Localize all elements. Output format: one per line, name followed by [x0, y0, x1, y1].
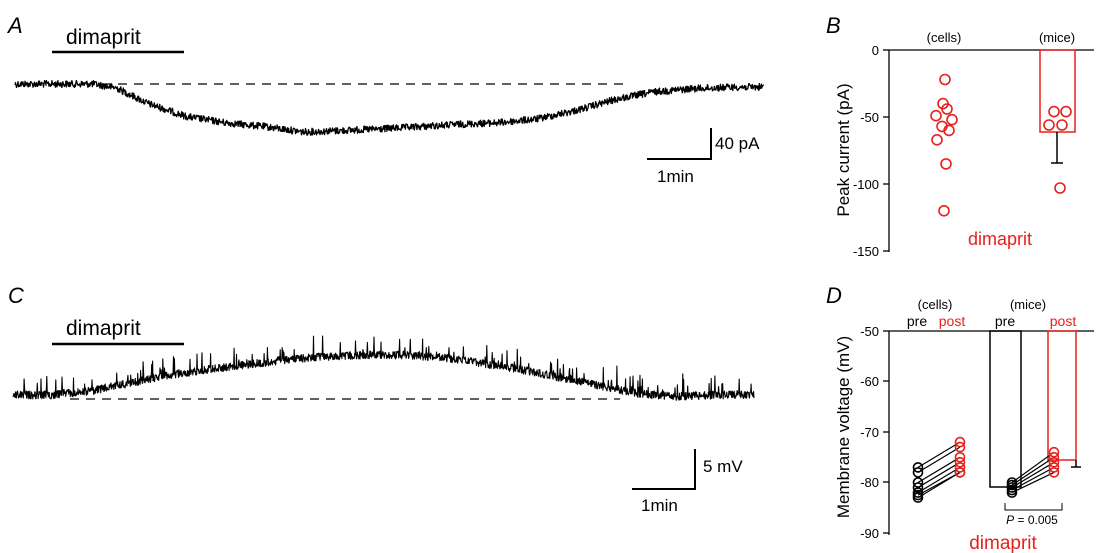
panel-b-cells-point	[939, 73, 951, 86]
panel-d-cells-post-point	[954, 462, 966, 473]
panel-d-mice-label: (mice)	[1010, 297, 1046, 312]
panel-c-scale-bar: 5 mV 1min	[632, 449, 743, 515]
panel-d-cells-pre-point	[912, 482, 924, 493]
panel-d-cells-pair-line	[917, 441, 961, 468]
panel-d-mice-post-point	[1048, 451, 1060, 463]
panel-b-mice-mean-bar	[1039, 49, 1076, 133]
panel-b-group-label-cells: (cells)	[927, 30, 962, 45]
panel-d-ytick-label-minus60: -60	[860, 374, 879, 389]
panel-d-cells-pre-point	[912, 477, 924, 488]
panel-d-mice-pre-label: pre	[995, 313, 1015, 329]
panel-d-cells-pre-point	[912, 467, 924, 478]
panel-a-trace	[14, 79, 765, 136]
panel-b-cells-point	[946, 113, 958, 126]
panel-d-cells-pre-point	[912, 492, 924, 503]
panel-a-scale-x-label: 1min	[657, 167, 694, 186]
panel-a: A dimaprit 40 pA 1min	[6, 13, 765, 186]
panel-b-mice-point	[1048, 105, 1060, 118]
panel-d-cells-post-point	[954, 456, 966, 468]
panel-c-scale-x-label: 1min	[641, 496, 678, 515]
panel-b-ytick-label-minus150: -150	[853, 244, 879, 259]
panel-d-cells-pre-label: pre	[907, 313, 927, 329]
panel-b-mice-point	[1054, 182, 1066, 194]
panel-b-ylabel: Peak current (pA)	[834, 83, 853, 216]
panel-b-label: B	[826, 13, 841, 38]
panel-d-cells-pair-line	[917, 456, 961, 484]
panel-d-mice-post-point	[1048, 456, 1060, 468]
panel-d-significance-bracket	[1004, 503, 1063, 511]
panel-d-mice-pre-bar	[989, 330, 1022, 488]
panel-b-cells-point	[940, 158, 952, 170]
panel-b-ytick-label-minus100: -100	[853, 177, 879, 192]
panel-b-cells-point	[941, 103, 953, 115]
panel-d-mice-pair-line	[1011, 451, 1055, 483]
panel-d-mice-pair-line	[1011, 466, 1055, 491]
panel-b-points	[930, 73, 1072, 217]
panel-a-label: A	[6, 13, 23, 38]
panel-d-mice-pair-line	[1011, 471, 1055, 494]
panel-b-group-label-mice: (mice)	[1039, 30, 1075, 45]
panel-c-label: C	[8, 283, 24, 308]
panel-a-drug-label: dimaprit	[66, 26, 141, 49]
panel-d-mice-pair-line	[1011, 461, 1055, 489]
panel-b: B Peak current (pA) 0 -50 -100 -150 (cel…	[826, 13, 1094, 259]
panel-d-ytick-label-minus50: -50	[860, 324, 879, 339]
panel-d-mice-post-point	[1048, 446, 1060, 458]
panel-c: C dimaprit 5 mV 1min	[8, 283, 755, 515]
panel-d-cells-label: (cells)	[918, 297, 953, 312]
panel-d-cells-post-label: post	[939, 313, 966, 329]
panel-d-cells-pair-line	[917, 471, 961, 499]
panel-d-mice-pair-line	[1011, 456, 1055, 486]
panel-b-xlabel: dimaprit	[968, 229, 1032, 249]
panel-c-scale-y-label: 5 mV	[703, 457, 743, 476]
panel-b-cells-point	[943, 124, 955, 137]
panel-b-cells-point	[938, 205, 950, 217]
panel-d-ylabel: Membrane voltage (mV)	[834, 336, 853, 518]
panel-d-ytick-label-minus90: -90	[860, 526, 879, 541]
panel-d-pairs	[912, 436, 1060, 503]
panel-d-p-italic: P	[1006, 513, 1014, 527]
panel-d-cells-pair-line	[917, 461, 961, 489]
panel-d-label: D	[826, 283, 842, 308]
panel-b-mice-point	[1043, 119, 1055, 131]
panel-d-ytick-label-minus70: -70	[860, 425, 879, 440]
panel-d-mice-post-label: post	[1050, 313, 1077, 329]
panel-d-p-value: P = 0.005	[1006, 513, 1058, 527]
panel-b-cells-point	[931, 134, 943, 146]
panel-d-cells-post-point	[954, 441, 966, 453]
panel-d-cells-pre-point	[912, 462, 924, 473]
panel-b-mice-point	[1060, 105, 1072, 118]
panel-d-mice-pre-point	[1006, 487, 1018, 498]
panel-b-ytick-label-0: 0	[872, 43, 879, 58]
panel-c-drug-label: dimaprit	[66, 317, 141, 340]
panel-a-scale-y-label: 40 pA	[715, 134, 760, 153]
panel-c-trace	[12, 335, 755, 401]
panel-d-mice-post-point	[1048, 462, 1060, 473]
panel-d-xlabel: dimaprit	[969, 533, 1037, 553]
panel-d: D Membrane voltage (mV) -50 -60 -70 -80 …	[826, 283, 1094, 553]
panel-d-cells-pair-line	[917, 446, 961, 473]
panel-b-mice-point	[1056, 119, 1068, 131]
panel-a-scale-bar: 40 pA 1min	[647, 128, 760, 186]
panel-b-ytick-label-minus50: -50	[860, 110, 879, 125]
panel-d-mice-post-bar	[1047, 330, 1077, 461]
panel-d-p-rest: = 0.005	[1014, 513, 1058, 527]
panel-b-cells-point	[930, 109, 942, 122]
panel-d-cells-post-point	[954, 467, 966, 478]
panel-d-mice-post-point	[1048, 467, 1060, 478]
panel-d-cells-post-point	[954, 436, 966, 448]
panel-d-ytick-label-minus80: -80	[860, 475, 879, 490]
panel-d-cells-post-point	[954, 451, 966, 463]
panel-d-cells-pair-line	[917, 466, 961, 494]
